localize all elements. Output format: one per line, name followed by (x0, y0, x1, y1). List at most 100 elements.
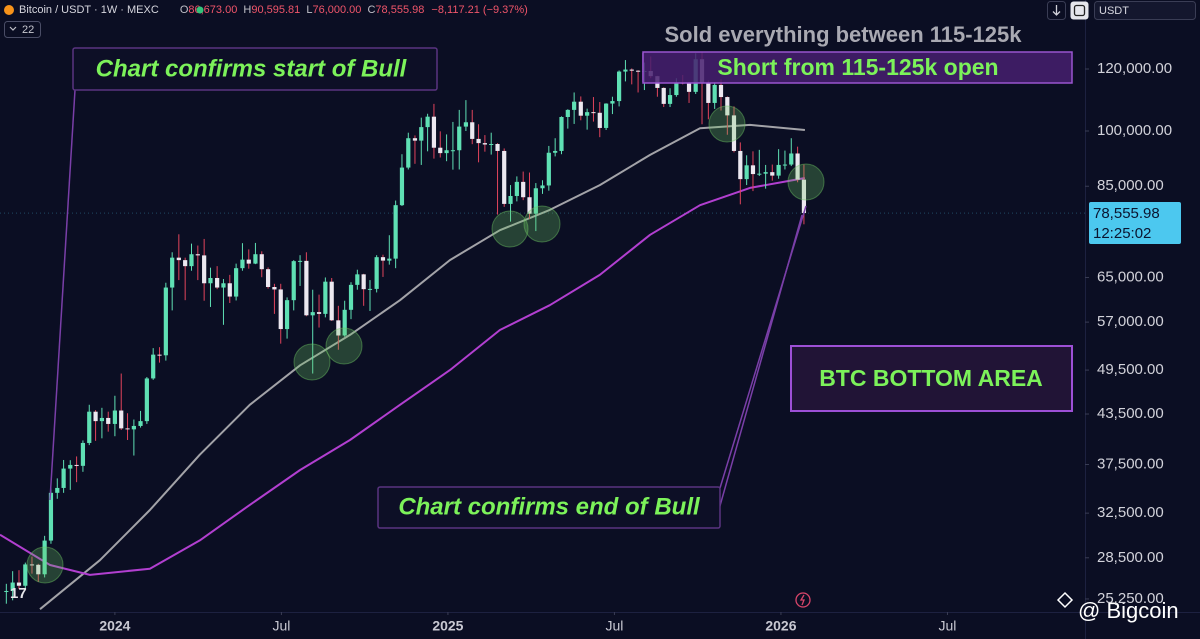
candle-body (508, 195, 513, 204)
currency: USDT (1099, 5, 1129, 17)
candle-body (240, 259, 245, 269)
candle-body (87, 411, 92, 443)
candle-body (674, 82, 679, 96)
annotation-box (642, 51, 1073, 84)
candle-body (438, 147, 443, 154)
candle-body (342, 309, 347, 336)
last-price-label: 78,555.98 (1093, 205, 1160, 222)
indicator-toggle[interactable] (4, 21, 41, 38)
watermark: @ Bigcoin (1078, 598, 1179, 623)
chevron (9, 26, 17, 31)
circle (26, 546, 64, 584)
circle (491, 210, 529, 248)
candle-body (546, 152, 551, 186)
candle-body (278, 289, 283, 330)
candle-body (527, 197, 532, 214)
download-icon (1052, 5, 1061, 16)
candle-body (476, 138, 481, 144)
candle-body (284, 300, 290, 330)
candle-body (731, 115, 737, 151)
watermark-icon (1056, 591, 1074, 609)
annotation: BTC BOTTOM AREA (819, 365, 1043, 391)
tv-logo: 17 (10, 585, 27, 602)
candle-body (591, 112, 596, 114)
y-tick-label: 43,500.00 (1097, 405, 1164, 422)
ohlc-key: O (180, 4, 189, 16)
candle-body (706, 82, 711, 103)
candle-body (221, 283, 226, 288)
candle-body (725, 97, 730, 116)
candle-body (297, 260, 303, 262)
x-tick-label: 2024 (99, 618, 130, 634)
candle-body (304, 260, 309, 316)
candle-body (202, 255, 207, 284)
y-tick-label: 120,000.00 (1097, 60, 1172, 77)
candle-body (16, 582, 22, 586)
candle-body (482, 143, 487, 145)
candle-body (367, 288, 373, 290)
candle-body (234, 268, 239, 297)
ohlc-value: 90,595.81 (251, 4, 300, 16)
moving-average (0, 177, 806, 576)
candle-body (533, 188, 538, 214)
candle-body (68, 464, 73, 469)
candle-body (763, 172, 768, 174)
candle-body (750, 165, 756, 175)
candle-body (329, 281, 334, 321)
ohlc-key: C (367, 4, 375, 16)
candle-body (578, 101, 583, 116)
candle-body (667, 95, 673, 104)
candle-body (419, 127, 424, 141)
candle-body (387, 258, 392, 261)
x-tick-label: Jul (939, 618, 957, 634)
button[interactable] (1070, 1, 1089, 20)
circle (523, 205, 561, 243)
x-tick-label: 2025 (432, 618, 463, 634)
candle-body (572, 101, 577, 110)
candle-body (374, 257, 379, 289)
candle-body (246, 259, 251, 264)
candle-body (253, 254, 258, 264)
candle-body (227, 283, 232, 297)
indicator-count: 22 (22, 24, 34, 36)
candle-body (23, 564, 28, 586)
y-tick-label: 57,000.00 (1097, 313, 1164, 330)
annotation: Chart confirms start of Bull (96, 55, 408, 82)
candle-body (489, 143, 494, 145)
annotation-box (377, 486, 721, 529)
change: −8,117.21 (−9.37%) (431, 4, 527, 16)
candle-body (119, 410, 124, 429)
circle (787, 163, 825, 201)
annotation: Short from 115-125k open (717, 54, 998, 80)
candle-body (355, 274, 360, 285)
highlight-circles (26, 105, 825, 584)
circle (325, 327, 363, 365)
candle-body (770, 172, 775, 176)
candle-body (406, 138, 411, 168)
candle-body (470, 122, 475, 139)
candle-body (514, 181, 519, 196)
lightning-icon (799, 594, 805, 606)
candle-body (29, 564, 35, 566)
y-tick-label: 37,500.00 (1097, 455, 1164, 472)
candle-body (444, 150, 449, 154)
currency-select[interactable] (1094, 1, 1196, 20)
candle-body (457, 126, 462, 151)
candle-body (36, 564, 41, 575)
candle-body (208, 277, 213, 284)
candle-body (801, 179, 807, 214)
candle-body (272, 287, 277, 290)
candle-body (265, 269, 271, 288)
circle (708, 105, 746, 143)
candle-body (336, 320, 341, 336)
candle-body (789, 153, 794, 165)
candle-body (61, 468, 66, 488)
button[interactable] (1047, 1, 1066, 20)
candle-body (559, 117, 564, 151)
candle-body (623, 69, 628, 72)
candle-body (635, 70, 641, 72)
candle-body (565, 109, 570, 118)
candle-body (48, 492, 54, 541)
